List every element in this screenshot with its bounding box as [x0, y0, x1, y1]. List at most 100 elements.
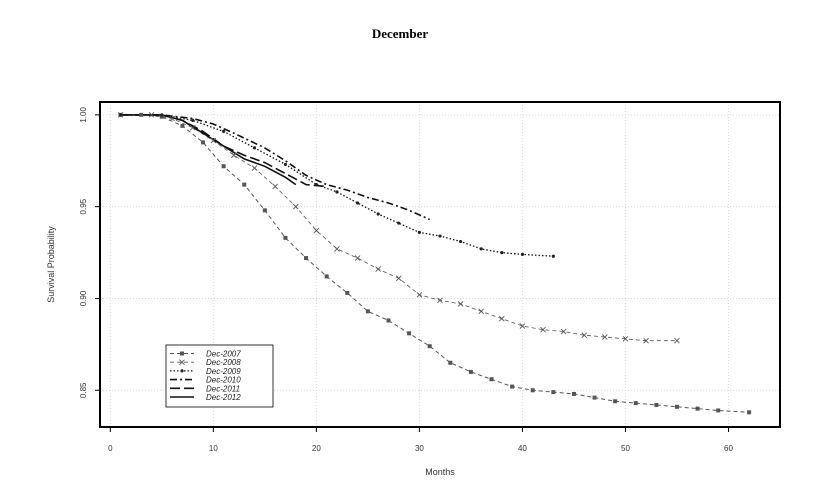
point-Dec-2007-15 [427, 344, 432, 349]
point-Dec-2008-16 [457, 301, 464, 307]
legend-label-Dec-2011: Dec-2011 [206, 384, 240, 393]
series-line-Dec-2011 [120, 114, 327, 188]
point-Dec-2009-17 [551, 254, 555, 258]
point-Dec-2007-6 [242, 182, 247, 187]
legend-marker-Dec-2009 [180, 369, 184, 373]
point-Dec-2007-14 [407, 331, 412, 336]
x-axis: 0 10 20 30 40 50 60 [108, 427, 733, 453]
point-Dec-2007-25 [633, 401, 638, 406]
legend-marker-Dec-2007 [180, 351, 184, 356]
x-tick-label-2: 20 [312, 444, 321, 453]
point-Dec-2008-7 [272, 183, 278, 190]
point-Dec-2008-3 [189, 124, 196, 131]
point-Dec-2009-6 [314, 183, 318, 187]
point-Dec-2007-3 [180, 123, 185, 128]
point-Dec-2008-9 [313, 227, 320, 234]
point-Dec-2008-8 [292, 203, 299, 210]
point-Dec-2007-26 [654, 402, 659, 407]
point-Dec-2007-24 [613, 399, 618, 404]
point-Dec-2008-18 [498, 315, 505, 322]
point-Dec-2008-12 [375, 266, 382, 272]
point-Dec-2009-13 [459, 239, 463, 244]
y-axis-label: Survival Probability [46, 226, 56, 303]
y-tick-label-2: 0.90 [79, 290, 88, 306]
legend-label-Dec-2008: Dec-2008 [206, 358, 241, 367]
point-Dec-2007-19 [510, 384, 515, 389]
point-Dec-2008-25 [643, 337, 649, 344]
x-tick-label-0: 0 [108, 444, 113, 453]
y-axis: 1.00 0.95 0.90 0.85 [79, 107, 100, 398]
plot-frame [99, 101, 781, 428]
chart-title: December [371, 26, 429, 41]
point-Dec-2008-5 [231, 152, 237, 159]
point-Dec-2009-14 [479, 247, 483, 251]
point-Dec-2007-28 [695, 406, 700, 411]
point-Dec-2009-12 [438, 234, 442, 238]
point-Dec-2008-14 [416, 291, 423, 298]
point-Dec-2007-7 [262, 208, 267, 213]
point-Dec-2007-9 [304, 256, 309, 261]
point-Dec-2008-26 [674, 337, 680, 344]
series-markers [117, 112, 752, 415]
point-Dec-2009-3 [222, 129, 226, 133]
point-Dec-2008-10 [334, 246, 340, 252]
point-Dec-2009-9 [376, 212, 380, 216]
legend-marker-Dec-2008 [179, 359, 185, 366]
point-Dec-2007-21 [551, 390, 556, 395]
point-Dec-2008-6 [251, 165, 258, 171]
point-Dec-2008-11 [354, 255, 361, 261]
point-Dec-2009-4 [252, 146, 257, 150]
point-Dec-2007-30 [747, 410, 752, 415]
point-Dec-2008-24 [622, 336, 629, 342]
point-Dec-2009-11 [417, 230, 421, 234]
point-Dec-2007-10 [324, 274, 329, 279]
point-Dec-2009-10 [397, 221, 401, 225]
point-Dec-2007-13 [386, 318, 391, 323]
point-Dec-2007-27 [674, 404, 679, 409]
y-tick-label-0: 1.00 [79, 107, 88, 123]
point-Dec-2007-11 [345, 290, 350, 295]
legend-label-Dec-2012: Dec-2012 [206, 393, 241, 402]
point-Dec-2009-1 [160, 113, 164, 117]
y-tick-label-3: 0.85 [79, 382, 88, 398]
point-Dec-2007-2 [159, 114, 164, 119]
point-Dec-2007-22 [571, 391, 576, 396]
x-tick-label-1: 10 [209, 444, 218, 453]
point-Dec-2008-15 [437, 297, 443, 304]
point-Dec-2009-15 [500, 250, 504, 255]
point-Dec-2008-1 [148, 112, 155, 118]
point-Dec-2007-16 [448, 360, 453, 365]
point-Dec-2007-29 [716, 408, 721, 413]
point-Dec-2007-20 [530, 388, 535, 393]
point-Dec-2007-18 [489, 377, 494, 382]
point-Dec-2009-16 [520, 252, 525, 257]
x-tick-label-6: 60 [724, 444, 733, 453]
point-Dec-2008-13 [395, 275, 402, 282]
legend-label-Dec-2007: Dec-2007 [206, 350, 241, 359]
gridlines [100, 102, 780, 427]
x-axis-label: Months [425, 467, 455, 477]
point-Dec-2007-17 [468, 369, 473, 374]
legend-label-Dec-2010: Dec-2010 [206, 376, 241, 385]
point-Dec-2008-17 [478, 308, 485, 315]
point-Dec-2008-23 [602, 334, 608, 340]
point-Dec-2008-4 [210, 137, 217, 144]
x-tick-label-4: 40 [518, 444, 527, 453]
point-Dec-2008-2 [169, 115, 175, 122]
point-Dec-2007-5 [221, 164, 226, 169]
point-Dec-2009-7 [335, 190, 339, 194]
point-Dec-2009-5 [283, 162, 288, 167]
point-Dec-2007-12 [365, 309, 370, 314]
point-Dec-2008-20 [540, 326, 546, 333]
y-tick-label-1: 0.95 [79, 198, 88, 214]
point-Dec-2007-23 [592, 395, 597, 400]
series-line-Dec-2012 [120, 114, 297, 186]
series-line-Dec-2009 [120, 114, 554, 257]
point-Dec-2008-21 [560, 328, 567, 335]
point-Dec-2009-0 [119, 113, 123, 117]
point-Dec-2008-22 [581, 332, 588, 339]
point-Dec-2009-2 [191, 118, 195, 122]
point-Dec-2009-8 [355, 201, 360, 205]
x-tick-label-3: 30 [415, 444, 424, 453]
